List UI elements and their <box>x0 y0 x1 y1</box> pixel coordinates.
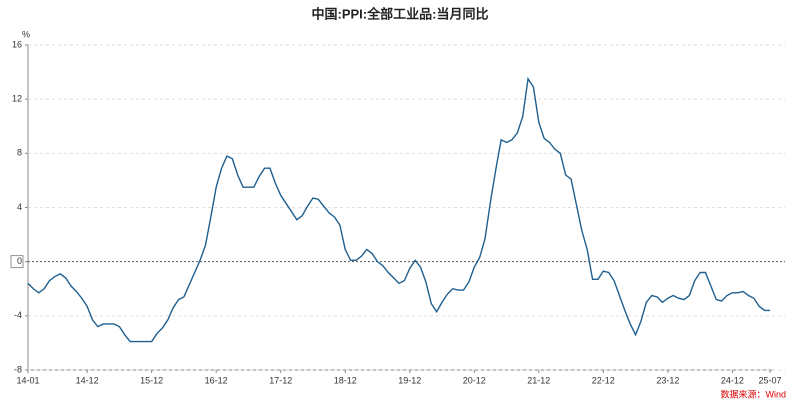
x-tick-label: 18-12 <box>334 375 357 385</box>
x-tick-label: 23-12 <box>656 375 679 385</box>
source-note: 数据来源：Wind <box>720 388 786 399</box>
y-tick-label: 4 <box>17 202 22 212</box>
x-tick-label: 14-01 <box>16 375 39 385</box>
x-tick-label: 25-07 <box>758 375 781 385</box>
y-tick-label: 16 <box>12 39 22 49</box>
x-tick-label: 15-12 <box>140 375 163 385</box>
chart-title: 中国:PPI:全部工业品:当月同比 <box>312 6 489 21</box>
x-tick-label: 21-12 <box>527 375 550 385</box>
data-line <box>27 76 770 343</box>
y-tick-label: 8 <box>17 148 22 158</box>
x-tick-label: 24-12 <box>721 375 744 385</box>
x-tick-label: 17-12 <box>269 375 292 385</box>
y-tick-label: -8 <box>14 364 22 374</box>
y-unit: % <box>22 29 30 39</box>
x-tick-label: 19-12 <box>398 375 421 385</box>
x-tick-label: 16-12 <box>205 375 228 385</box>
x-tick-label: 22-12 <box>592 375 615 385</box>
x-tick-label: 20-12 <box>463 375 486 385</box>
y-tick-label: 12 <box>12 94 22 104</box>
y-tick-label: -4 <box>14 310 22 320</box>
x-tick-label: 14-12 <box>76 375 99 385</box>
zero-label-box <box>10 255 24 269</box>
y-tick-label: 0 <box>17 256 22 266</box>
